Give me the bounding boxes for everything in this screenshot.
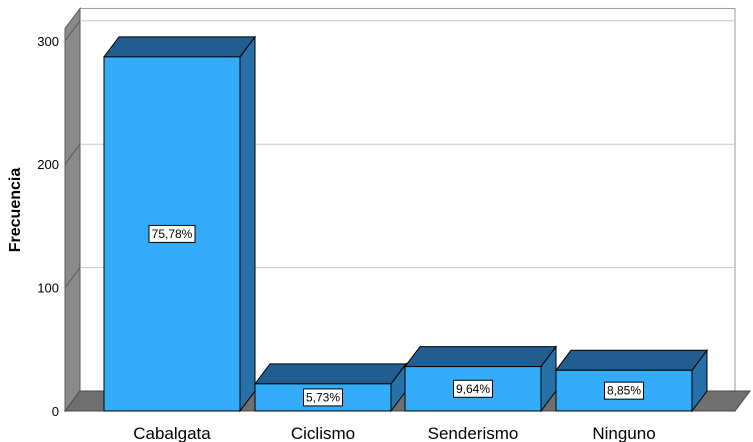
x-tick-label: Senderismo — [428, 424, 519, 442]
bars: 75,78% 5,73% 9,64% 8,85% — [103, 35, 708, 413]
data-label-box — [604, 381, 644, 400]
data-label: 5,73% — [306, 390, 340, 404]
bar: 5,73% — [254, 362, 407, 413]
x-tick-label: Ciclismo — [291, 424, 355, 442]
y-axis-title: Frecuencia — [7, 168, 24, 253]
data-label-box — [148, 224, 196, 243]
y-tick-label: 0 — [52, 404, 59, 419]
bar: 75,78% — [103, 35, 256, 413]
bar-side — [239, 35, 256, 413]
gridline-side — [64, 143, 81, 165]
y-tick-label: 100 — [37, 281, 59, 296]
data-label-box — [303, 388, 343, 407]
data-label-box — [453, 379, 493, 398]
gridline-side — [64, 20, 81, 42]
bar: 9,64% — [404, 345, 557, 413]
bar-top — [404, 346, 557, 368]
bar-top — [254, 363, 407, 385]
data-label: 75,78% — [152, 227, 193, 241]
bar-top — [103, 36, 256, 58]
y-tick-label: 200 — [37, 157, 59, 172]
bar: 8,85% — [555, 348, 708, 413]
bar-top — [555, 349, 708, 371]
data-label: 9,64% — [456, 382, 490, 396]
data-label: 8,85% — [607, 384, 641, 398]
gridline-side — [64, 267, 81, 288]
y-tick-label: 300 — [37, 34, 59, 49]
x-tick-label: Ninguno — [592, 424, 655, 442]
left-wall — [64, 6, 81, 413]
y-axis-ticks: 0 100 200 300 — [37, 34, 59, 419]
x-tick-label: Cabalgata — [133, 424, 211, 442]
x-axis-ticks: Cabalgata Ciclismo Senderismo Ninguno — [133, 424, 655, 442]
